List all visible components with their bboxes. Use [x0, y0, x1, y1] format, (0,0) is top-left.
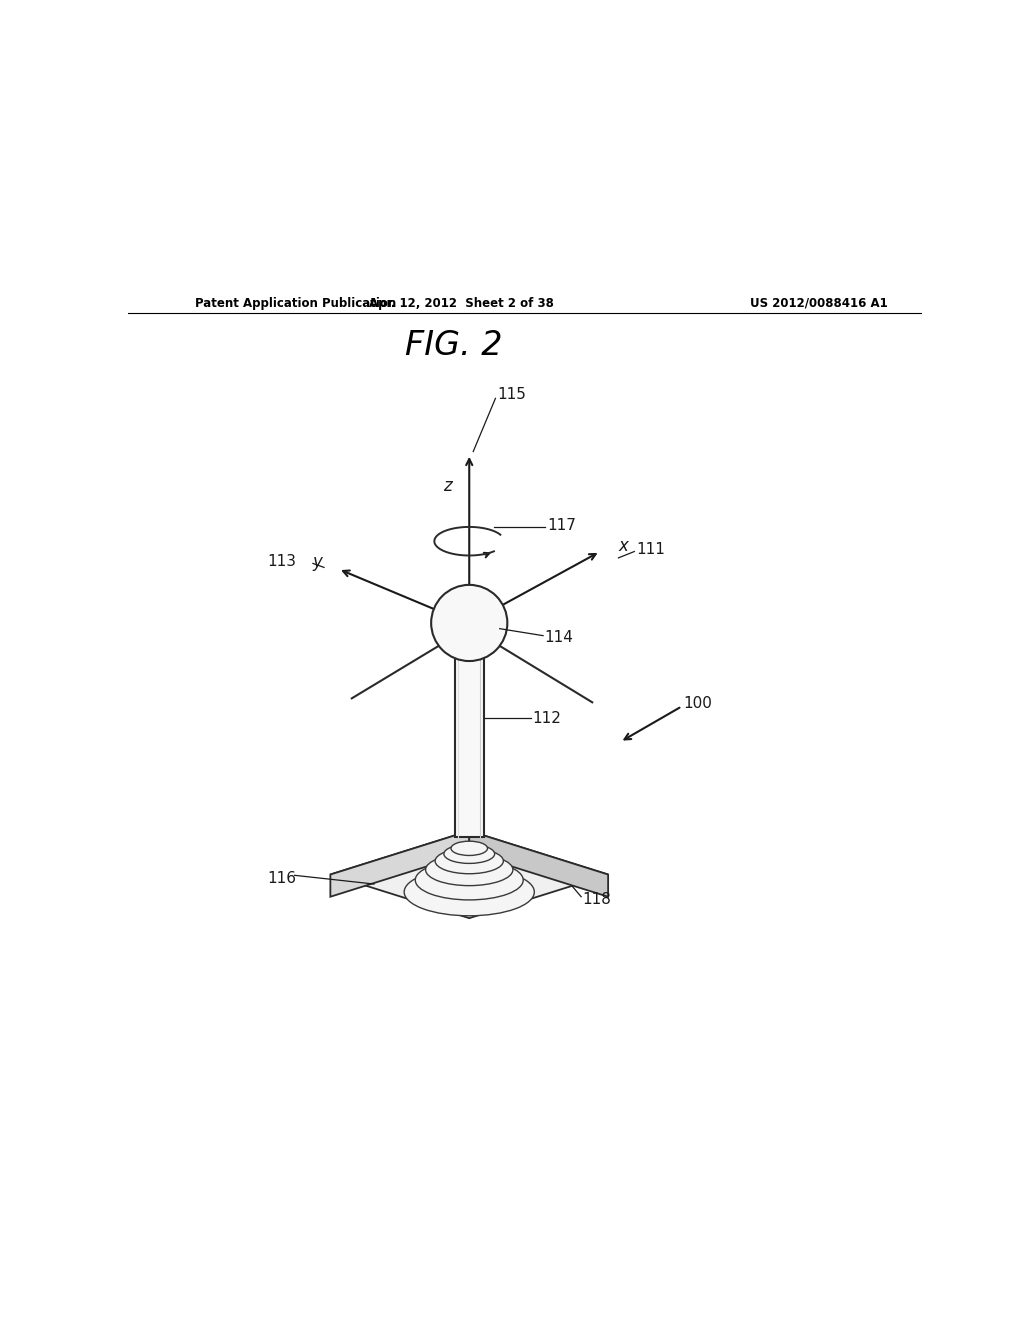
Text: y: y — [312, 553, 322, 570]
Polygon shape — [331, 830, 469, 896]
Polygon shape — [331, 830, 608, 919]
Text: 114: 114 — [545, 630, 573, 644]
Polygon shape — [469, 830, 608, 896]
Text: z: z — [442, 477, 452, 495]
Text: 118: 118 — [583, 891, 611, 907]
Ellipse shape — [404, 869, 535, 916]
Text: Patent Application Publication: Patent Application Publication — [196, 297, 396, 310]
Text: x: x — [618, 537, 628, 554]
Text: 116: 116 — [267, 871, 296, 886]
Text: 112: 112 — [532, 710, 561, 726]
Text: 117: 117 — [547, 517, 575, 533]
Ellipse shape — [435, 849, 504, 874]
Ellipse shape — [416, 861, 523, 900]
Ellipse shape — [443, 845, 495, 863]
Text: 100: 100 — [684, 697, 713, 711]
Text: US 2012/0088416 A1: US 2012/0088416 A1 — [750, 297, 888, 310]
Circle shape — [431, 585, 507, 661]
Text: 113: 113 — [267, 553, 296, 569]
Text: 111: 111 — [636, 543, 665, 557]
Text: FIG. 2: FIG. 2 — [404, 329, 502, 362]
Text: Apr. 12, 2012  Sheet 2 of 38: Apr. 12, 2012 Sheet 2 of 38 — [369, 297, 554, 310]
Bar — [455, 657, 483, 837]
Ellipse shape — [451, 841, 487, 855]
Ellipse shape — [426, 854, 513, 886]
Text: 115: 115 — [497, 387, 526, 401]
